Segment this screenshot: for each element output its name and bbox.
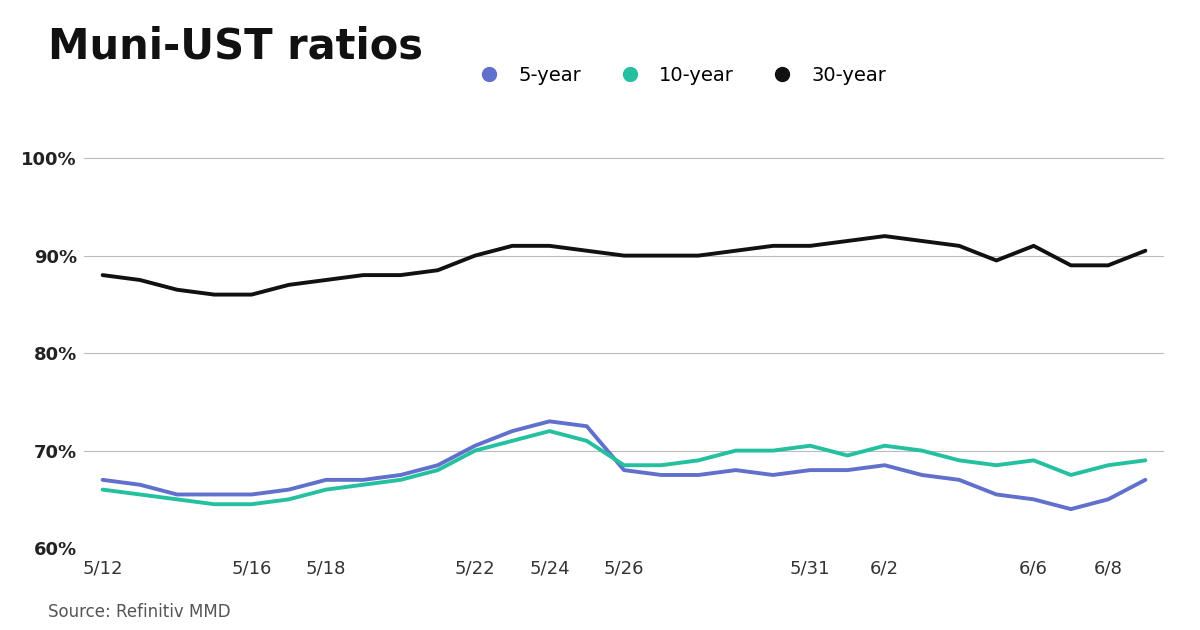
30-year (691, 252, 706, 260)
5-year (394, 471, 408, 479)
10-year (170, 496, 185, 503)
30-year (245, 291, 259, 299)
30-year (356, 272, 371, 279)
5-year (691, 471, 706, 479)
30-year (133, 276, 148, 284)
5-year (803, 466, 817, 474)
10-year (580, 437, 594, 445)
5-year (133, 481, 148, 488)
5-year (282, 486, 296, 493)
10-year (1100, 461, 1115, 469)
30-year (580, 247, 594, 255)
10-year (989, 461, 1003, 469)
10-year (654, 461, 668, 469)
10-year (356, 481, 371, 488)
5-year (654, 471, 668, 479)
30-year (319, 276, 334, 284)
30-year (914, 237, 929, 244)
10-year (803, 442, 817, 449)
5-year (877, 461, 892, 469)
5-year (170, 491, 185, 498)
30-year (208, 291, 222, 299)
Line: 30-year: 30-year (103, 236, 1145, 295)
10-year (319, 486, 334, 493)
10-year (542, 427, 557, 435)
30-year (431, 266, 445, 274)
10-year (96, 486, 110, 493)
5-year (542, 418, 557, 425)
30-year (877, 232, 892, 240)
5-year (319, 476, 334, 484)
10-year (431, 466, 445, 474)
5-year (505, 427, 520, 435)
30-year (1026, 242, 1040, 249)
30-year (96, 272, 110, 279)
5-year (766, 471, 780, 479)
5-year (1026, 496, 1040, 503)
10-year (952, 457, 966, 464)
10-year (505, 437, 520, 445)
5-year (1063, 505, 1078, 513)
30-year (170, 286, 185, 294)
10-year (133, 491, 148, 498)
10-year (208, 500, 222, 508)
30-year (394, 272, 408, 279)
30-year (1138, 247, 1152, 255)
5-year (1100, 496, 1115, 503)
10-year (245, 500, 259, 508)
Text: Muni-UST ratios: Muni-UST ratios (48, 25, 424, 67)
10-year (728, 447, 743, 454)
30-year (728, 247, 743, 255)
30-year (952, 242, 966, 249)
5-year (208, 491, 222, 498)
5-year (356, 476, 371, 484)
5-year (1138, 476, 1152, 484)
10-year (1138, 457, 1152, 464)
10-year (282, 496, 296, 503)
10-year (617, 461, 631, 469)
10-year (468, 447, 482, 454)
30-year (766, 242, 780, 249)
10-year (1063, 471, 1078, 479)
30-year (989, 256, 1003, 264)
5-year (580, 423, 594, 430)
Line: 10-year: 10-year (103, 431, 1145, 504)
30-year (468, 252, 482, 260)
Line: 5-year: 5-year (103, 421, 1145, 509)
5-year (989, 491, 1003, 498)
30-year (505, 242, 520, 249)
30-year (617, 252, 631, 260)
10-year (1026, 457, 1040, 464)
10-year (394, 476, 408, 484)
5-year (431, 461, 445, 469)
Legend: 5-year, 10-year, 30-year: 5-year, 10-year, 30-year (462, 58, 894, 93)
10-year (914, 447, 929, 454)
5-year (245, 491, 259, 498)
5-year (96, 476, 110, 484)
10-year (766, 447, 780, 454)
10-year (840, 452, 854, 459)
5-year (952, 476, 966, 484)
10-year (691, 457, 706, 464)
5-year (840, 466, 854, 474)
5-year (728, 466, 743, 474)
30-year (803, 242, 817, 249)
30-year (1100, 261, 1115, 269)
30-year (840, 237, 854, 244)
5-year (617, 466, 631, 474)
10-year (877, 442, 892, 449)
30-year (282, 281, 296, 289)
5-year (468, 442, 482, 449)
30-year (1063, 261, 1078, 269)
30-year (542, 242, 557, 249)
5-year (914, 471, 929, 479)
30-year (654, 252, 668, 260)
Text: Source: Refinitiv MMD: Source: Refinitiv MMD (48, 602, 230, 621)
